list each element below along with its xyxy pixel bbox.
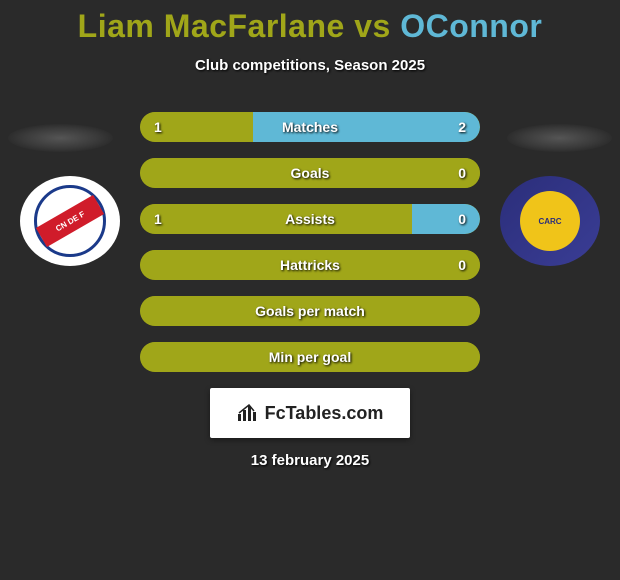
bar-value-left: 1 bbox=[154, 204, 162, 234]
club-badge-right: CARC bbox=[500, 176, 600, 266]
club-badge-left-text: CN DE F bbox=[36, 195, 104, 247]
bar-label: Matches bbox=[140, 112, 480, 142]
comparison-title: Liam MacFarlane vs OConnor bbox=[0, 0, 620, 45]
bar-label: Min per goal bbox=[140, 342, 480, 372]
bar-label: Goals per match bbox=[140, 296, 480, 326]
stat-bar-min-per-goal: Min per goal bbox=[140, 342, 480, 372]
chart-icon bbox=[237, 404, 259, 422]
stat-bar-goals: Goals0 bbox=[140, 158, 480, 188]
club-badge-right-text: CARC bbox=[520, 191, 580, 251]
subtitle: Club competitions, Season 2025 bbox=[0, 57, 620, 74]
brand-text: FcTables.com bbox=[265, 403, 384, 424]
brand-logo[interactable]: FcTables.com bbox=[210, 388, 410, 438]
player2-name: OConnor bbox=[400, 8, 542, 44]
stat-bar-matches: Matches1 2 bbox=[140, 112, 480, 142]
bar-label: Goals bbox=[140, 158, 480, 188]
vs-text: vs bbox=[345, 8, 400, 44]
stat-bar-goals-per-match: Goals per match bbox=[140, 296, 480, 326]
bar-value-right: 0 bbox=[458, 250, 466, 280]
bar-value-right: 0 bbox=[458, 204, 466, 234]
footer-date: 13 february 2025 bbox=[0, 452, 620, 469]
club-badge-left-inner: CN DE F bbox=[34, 185, 106, 257]
bar-value-left: 1 bbox=[154, 112, 162, 142]
stat-bars: Matches12Goals0Assists10Hattricks0Goals … bbox=[140, 112, 480, 372]
player2-shadow bbox=[507, 124, 612, 152]
bar-value-right: 0 bbox=[458, 158, 466, 188]
stat-bar-assists: Assists1 0 bbox=[140, 204, 480, 234]
player1-shadow bbox=[8, 124, 113, 152]
bar-label: Hattricks bbox=[140, 250, 480, 280]
club-badge-left: CN DE F bbox=[20, 176, 120, 266]
bar-label: Assists bbox=[140, 204, 480, 234]
stat-bar-hattricks: Hattricks0 bbox=[140, 250, 480, 280]
bar-value-right: 2 bbox=[458, 112, 466, 142]
player1-name: Liam MacFarlane bbox=[78, 8, 345, 44]
